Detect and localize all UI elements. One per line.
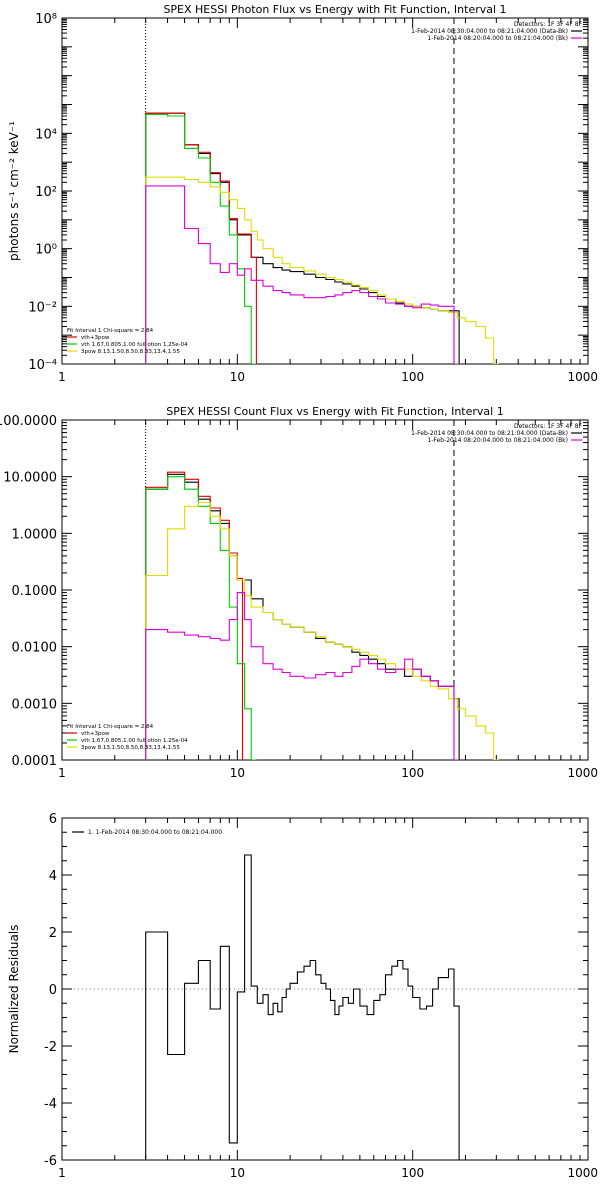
- chart-3: Normalized Residuals 1 10 100 1000 -6 -4 -2 0 2 4 6…: [7, 812, 598, 1180]
- y-tick-label: 10⁴: [35, 127, 57, 142]
- x-tick-label: 1: [58, 766, 66, 780]
- x-tick-label: 1000: [567, 1166, 598, 1180]
- legend-entry: 1. 1-Feb-2014 08:30:04.000 to 08:21:04.0…: [88, 829, 222, 836]
- fit-legend-header: Fit Interval 1 Chi-square = 2.84: [67, 328, 154, 334]
- y-tick-label: 0.0010: [12, 697, 58, 712]
- series-line-4: [145, 501, 499, 760]
- legend-entry: 1-Feb-2014 08:20:04.000 to 08:21:04.000 …: [427, 35, 568, 42]
- legend-entry: 1-Feb-2014 08:30:04.000 to 08:21:04.000 …: [411, 430, 568, 437]
- series-line-1: [145, 112, 460, 364]
- y-axis-label: Normalized Residuals: [7, 925, 21, 1054]
- series-group: [145, 112, 499, 364]
- x-tick-label: 1: [58, 370, 66, 384]
- fit-legend-header: Fit Interval 1 Chi-square = 2.84: [67, 724, 154, 730]
- chart-2: SPEX HESSI Count Flux vs Energy with Fit…: [0, 405, 598, 780]
- series-line-4: [145, 176, 499, 364]
- y-tick-label: -4: [44, 1097, 57, 1112]
- plot-frame: [61, 419, 589, 761]
- series-group: [145, 854, 460, 1160]
- fit-legend-entry: 3pow 8.13,1.50,8.50,8.33,13.4,1.55: [81, 349, 180, 355]
- fit-legend-entry: vth+3pow: [81, 731, 110, 737]
- x-tick-label: 1: [58, 1166, 66, 1180]
- x-tick-label: 100: [401, 766, 424, 780]
- y-tick-label: -6: [44, 1154, 57, 1169]
- y-tick-label: 10⁸: [35, 12, 57, 27]
- x-tick-label: 100: [401, 370, 424, 384]
- series-line-2: [145, 471, 244, 760]
- series-line-5: [145, 592, 460, 760]
- series-line-3: [145, 476, 257, 760]
- y-tick-label: 10⁰: [35, 243, 57, 258]
- legend-entry: 1-Feb-2014 08:20:04.000 to 08:21:04.000 …: [427, 437, 568, 444]
- fit-legend-entry: vth 1.67,0.805,1.00 full otion 1.25e-04: [81, 342, 188, 348]
- plot-frame: [61, 17, 589, 365]
- x-tick-label: 1000: [567, 370, 598, 384]
- chart-1: SPEX HESSI Photon Flux vs Energy with Fi…: [7, 3, 598, 384]
- fit-legend-entry: vth 1.67,0.805,1.00 full otion 1.25e-04: [81, 738, 188, 744]
- x-tick-label: 10: [230, 370, 245, 384]
- series-line-2: [145, 112, 257, 364]
- y-tick-label: 1.0000: [12, 527, 58, 542]
- y-tick-label: -2: [44, 1040, 57, 1055]
- y-tick-label: 0.0100: [12, 641, 58, 656]
- x-tick-label: 10: [230, 1166, 245, 1180]
- series-line-3: [145, 113, 257, 364]
- y-tick-label: 2: [49, 926, 57, 941]
- y-tick-label: 100.0000: [0, 414, 57, 429]
- x-tick-label: 10: [230, 766, 245, 780]
- chart-title: SPEX HESSI Count Flux vs Energy with Fit…: [166, 405, 503, 418]
- x-tick-label: 1000: [567, 766, 598, 780]
- series-line-5: [145, 185, 460, 364]
- series-line-1: [145, 473, 460, 760]
- chart-title: SPEX HESSI Photon Flux vs Energy with Fi…: [163, 3, 506, 16]
- y-tick-label: 0.1000: [12, 584, 58, 599]
- legend-header: Detectors: 1F 3F 4F 8F: [514, 423, 583, 430]
- plot-frame: [61, 817, 589, 1161]
- fit-legend-entry: 3pow 8.13,1.50,8.50,8.33,13.4,1.55: [81, 745, 180, 751]
- y-tick-label: 10²: [35, 185, 57, 200]
- legend-header: Detectors: 1F 3F 4F 8F: [514, 21, 583, 28]
- y-tick-label: 0.0001: [12, 754, 58, 769]
- x-tick-label: 100: [401, 1166, 424, 1180]
- y-tick-label: 10⁻²: [28, 300, 57, 315]
- y-tick-label: 10.0000: [3, 471, 57, 486]
- series-group: [145, 471, 499, 760]
- y-tick-label: 6: [49, 812, 57, 827]
- y-tick-label: 4: [49, 869, 57, 884]
- y-tick-label: 0: [49, 983, 57, 998]
- series-line-1: [145, 854, 460, 1160]
- y-tick-label: 10⁻⁴: [28, 358, 57, 373]
- y-axis-label: photons s⁻¹ cm⁻² keV⁻¹: [7, 121, 21, 261]
- legend-entry: 1-Feb-2014 08:30:04.000 to 08:21:04.000 …: [411, 28, 568, 35]
- fit-legend-entry: vth+3pow: [81, 335, 110, 341]
